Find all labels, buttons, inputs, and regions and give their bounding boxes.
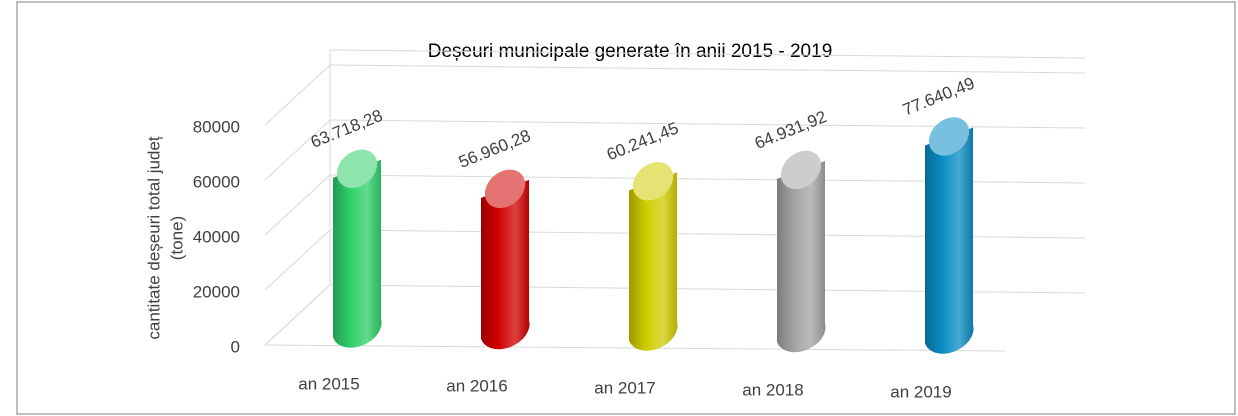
y-tick-label: 40000 [193,227,240,246]
bar-top [336,149,378,188]
y-tick-label: 0 [231,337,240,356]
grid-depth [264,174,331,236]
y-tick-label: 80000 [193,117,240,136]
x-tick-label: an 2019 [890,382,951,401]
bar-top [484,169,526,209]
bar [777,160,826,353]
y-axis-label: (tone) [167,216,186,260]
bar-top [928,117,970,156]
grid-depth [264,119,331,181]
grid-line [329,64,1086,74]
grid-depth [264,229,331,291]
bar [481,179,530,350]
y-tick-label: 20000 [193,282,240,301]
bar [333,159,382,348]
bar [629,172,678,351]
grid-top [329,49,1086,59]
grid-depth [264,284,331,346]
chart-title: Deșeuri municipale generate în anii 2015… [428,41,833,62]
bar-top [780,150,822,190]
bar-top [632,162,674,201]
y-axis-label: cantitate deșeuri total județ [144,136,163,339]
axis-line [264,344,1006,352]
x-tick-label: an 2017 [594,378,655,397]
x-tick-label: an 2018 [742,380,803,399]
x-tick-label: an 2016 [446,376,507,395]
chart-frame [16,1,1236,415]
y-tick-label: 60000 [193,172,240,191]
bar [925,127,974,354]
grid-depth [264,64,331,126]
x-tick-label: an 2015 [298,374,359,393]
